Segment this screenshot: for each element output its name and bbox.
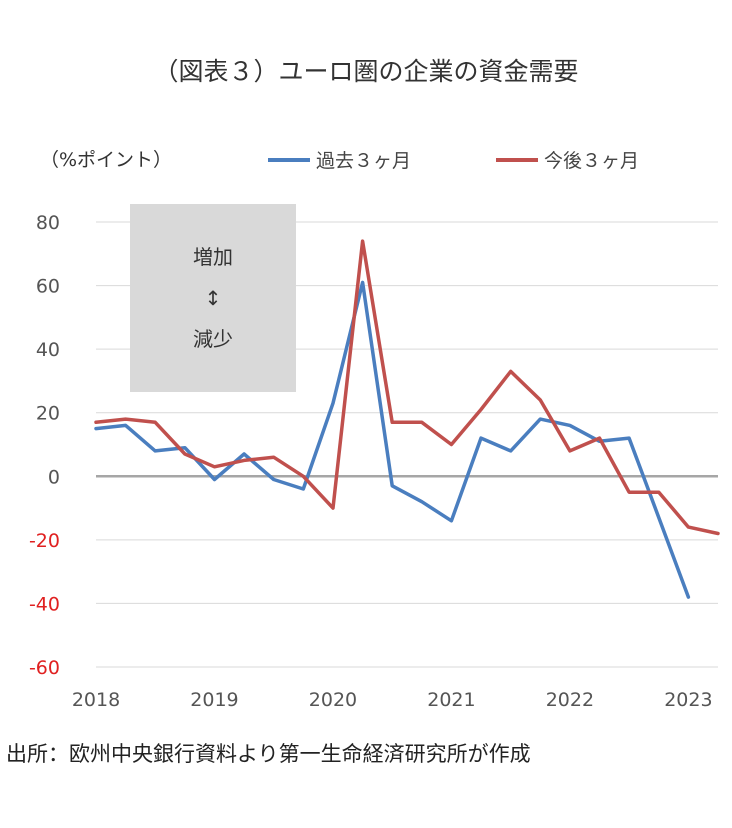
x-tick-label: 2021 [427,689,475,711]
x-tick-label: 2018 [72,689,120,711]
x-tick-label: 2020 [309,689,357,711]
chart-title: （図表３）ユーロ圏の企業の資金需要 [153,57,579,86]
y-tick-label: 80 [36,212,60,234]
x-tick-label: 2023 [664,689,712,711]
y-tick-label: 40 [36,339,60,361]
annotation-decrease-label: 減少 [193,327,233,351]
annotation-increase-label: 増加 [193,245,233,269]
legend-label-1: 今後３ヶ月 [544,150,639,172]
legend-label-0: 過去３ヶ月 [316,150,411,172]
legend: 過去３ヶ月 今後３ヶ月 [268,150,639,172]
line-chart: 増加 ↕ 減少 80 60 40 20 0 -20 -40 -60 2018 2019 2020 202… [29,149,720,711]
annotation-box: 増加 ↕ 減少 [130,204,296,392]
x-axis-ticks: 2018 2019 2020 2021 2022 2023 [72,689,713,711]
series-lines [94,239,720,599]
annotation-arrow: ↕ [205,286,222,310]
y-tick-label: 60 [36,276,60,298]
y-tick-label: -40 [29,593,60,615]
y-axis-unit-label: （%ポイント） [40,149,172,171]
source-note: 出所：欧州中央銀行資料より第一生命経済研究所が作成 [6,742,531,766]
y-tick-label: -60 [29,657,60,679]
annotation-rect [130,204,296,392]
series-line-1 [94,239,720,536]
x-tick-label: 2019 [190,689,238,711]
x-tick-label: 2022 [546,689,594,711]
y-tick-label: -20 [29,530,60,552]
y-tick-label: 0 [48,466,60,488]
y-tick-label: 20 [36,403,60,425]
y-axis-ticks: 80 60 40 20 0 -20 -40 -60 [29,212,60,679]
